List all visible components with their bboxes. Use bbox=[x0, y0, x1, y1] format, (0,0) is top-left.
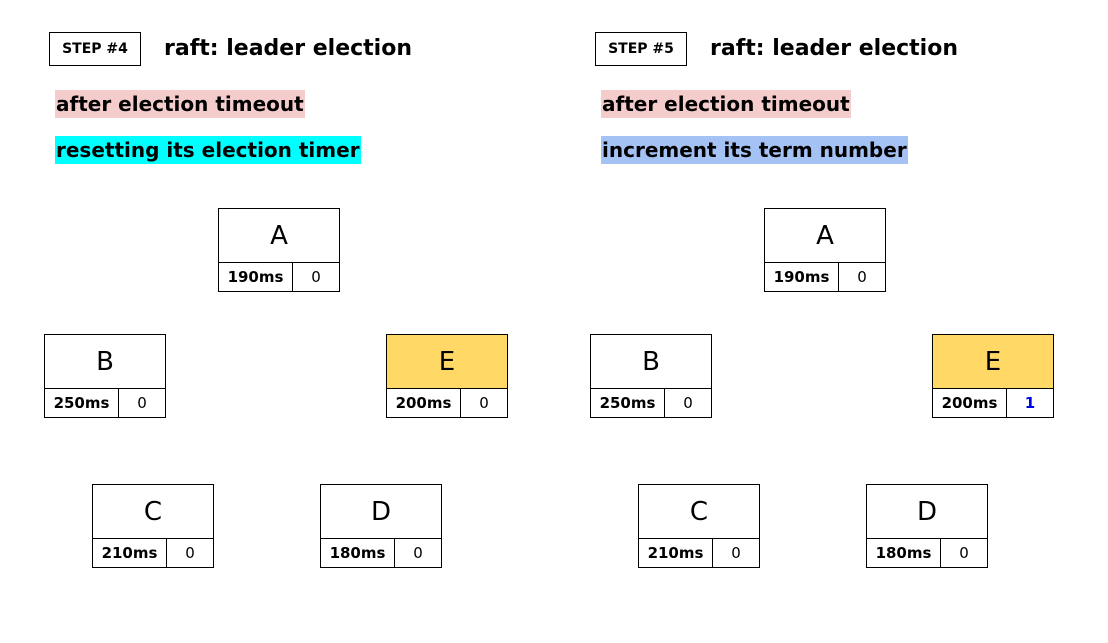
step-badge: STEP #5 bbox=[595, 32, 687, 66]
step-4-panel: STEP #4 raft: leader election after elec… bbox=[44, 32, 508, 568]
term-number: 0 bbox=[311, 268, 321, 286]
election-timer: 250ms bbox=[591, 389, 665, 417]
step-badge: STEP #4 bbox=[49, 32, 141, 66]
node-name: D bbox=[867, 485, 987, 539]
term-number: 0 bbox=[413, 544, 423, 562]
term-number: 0 bbox=[479, 394, 489, 412]
election-timer: 190ms bbox=[765, 263, 839, 291]
node-d: D 180ms 0 bbox=[866, 484, 988, 568]
election-timer: 180ms bbox=[321, 539, 395, 567]
node-b: B 250ms 0 bbox=[590, 334, 712, 418]
term-number: 0 bbox=[185, 544, 195, 562]
node-c: C 210ms 0 bbox=[92, 484, 214, 568]
node-name: E bbox=[933, 335, 1053, 389]
election-timer: 190ms bbox=[219, 263, 293, 291]
node-name: D bbox=[321, 485, 441, 539]
term-number: 0 bbox=[959, 544, 969, 562]
step-5-panel: STEP #5 raft: leader election after elec… bbox=[546, 0, 1100, 643]
term-number: 1 bbox=[1024, 394, 1036, 412]
node-e: E 200ms 1 bbox=[932, 334, 1054, 418]
diagram-title: raft: leader election bbox=[710, 36, 958, 61]
election-timer: 210ms bbox=[93, 539, 167, 567]
node-name: C bbox=[93, 485, 213, 539]
diagram-title: raft: leader election bbox=[164, 36, 412, 61]
election-timer: 210ms bbox=[639, 539, 713, 567]
node-name: C bbox=[639, 485, 759, 539]
node-e: E 200ms 0 bbox=[386, 334, 508, 418]
term-number: 0 bbox=[731, 544, 741, 562]
node-name: A bbox=[219, 209, 339, 263]
term-number: 0 bbox=[137, 394, 147, 412]
term-number: 0 bbox=[857, 268, 867, 286]
node-name: B bbox=[591, 335, 711, 389]
node-name: B bbox=[45, 335, 165, 389]
election-timer: 200ms bbox=[933, 389, 1007, 417]
election-timer: 200ms bbox=[387, 389, 461, 417]
term-number: 0 bbox=[683, 394, 693, 412]
node-a: A 190ms 0 bbox=[218, 208, 340, 292]
note-election-timeout: after election timeout bbox=[55, 90, 305, 118]
node-a: A 190ms 0 bbox=[764, 208, 886, 292]
node-d: D 180ms 0 bbox=[320, 484, 442, 568]
node-name: A bbox=[765, 209, 885, 263]
node-name: E bbox=[387, 335, 507, 389]
note-reset-timer: resetting its election timer bbox=[55, 136, 361, 164]
node-b: B 250ms 0 bbox=[44, 334, 166, 418]
node-c: C 210ms 0 bbox=[638, 484, 760, 568]
election-timer: 180ms bbox=[867, 539, 941, 567]
note-election-timeout: after election timeout bbox=[601, 90, 851, 118]
note-increment-term: increment its term number bbox=[601, 136, 908, 164]
election-timer: 250ms bbox=[45, 389, 119, 417]
